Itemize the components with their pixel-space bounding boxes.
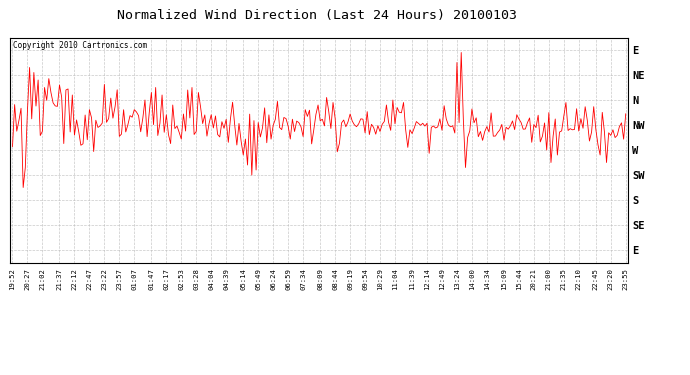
Text: Normalized Wind Direction (Last 24 Hours) 20100103: Normalized Wind Direction (Last 24 Hours… — [117, 9, 518, 22]
Text: Copyright 2010 Cartronics.com: Copyright 2010 Cartronics.com — [13, 41, 148, 50]
